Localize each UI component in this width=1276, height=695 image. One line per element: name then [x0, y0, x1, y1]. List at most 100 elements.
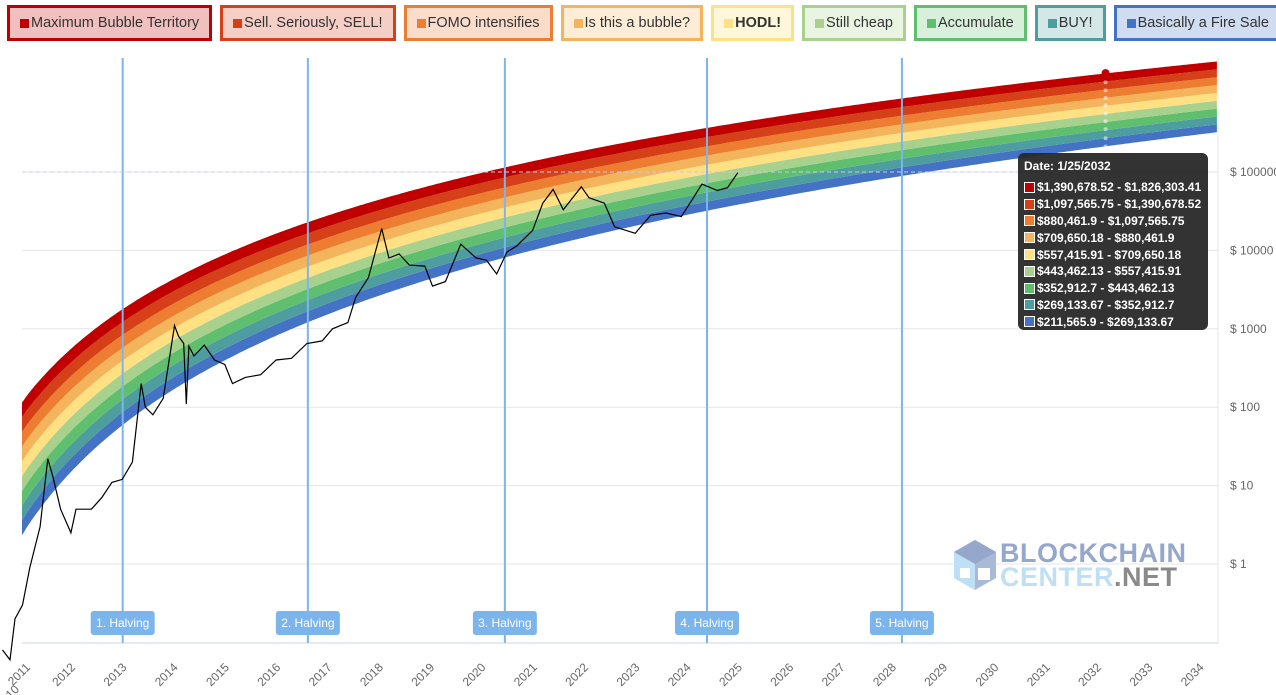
legend-swatch	[20, 18, 29, 28]
tooltip-range: $211,565.9 - $269,133.67	[1037, 314, 1174, 329]
legend-label: Sell. Seriously, SELL!	[244, 15, 383, 31]
tooltip-row: $557,415.91 - $709,650.18	[1024, 246, 1202, 263]
tooltip-row: $1,390,678.52 - $1,826,303.41	[1024, 179, 1202, 196]
x-tick-label: 2011	[5, 660, 33, 688]
tooltip-swatch	[1024, 299, 1035, 311]
x-tick-label: 2031	[1024, 660, 1053, 689]
crosshair-point	[1103, 127, 1108, 132]
halving-label-box	[472, 611, 537, 635]
legend-label: HODL!	[735, 15, 782, 31]
x-tick-label: 2012	[49, 660, 78, 689]
legend-label: Maximum Bubble Territory	[31, 15, 200, 31]
crosshair-point	[1103, 111, 1108, 116]
halving-label: 3. Halving	[478, 616, 531, 630]
legend-button-3[interactable]: Is this a bubble?	[560, 5, 704, 41]
legend-swatch	[815, 18, 825, 28]
tooltip-date: Date: 1/25/2032	[1024, 159, 1111, 173]
x-tick-label: 2019	[408, 660, 437, 689]
tooltip-row: $352,912.7 - $443,462.13	[1024, 280, 1202, 297]
x-tick-label: 2022	[562, 660, 591, 689]
x-tick-label: 2015	[203, 660, 232, 689]
crosshair-point	[1103, 88, 1108, 93]
x-tick-label: 2023	[614, 660, 643, 689]
legend-button-6[interactable]: Accumulate	[913, 5, 1027, 41]
legend-label: Still cheap	[826, 15, 893, 31]
x-tick-label: 2032	[1075, 660, 1104, 689]
btc-price-line	[2, 172, 739, 662]
logo-text-2: CENTER.NET	[1000, 564, 1178, 591]
blockchaincenter-logo: BLOCKCHAIN CENTER.NET	[952, 538, 1186, 597]
x-tick-label: 2033	[1127, 660, 1156, 689]
crosshair-point	[1103, 119, 1108, 124]
x-tick-label: 2024	[665, 660, 694, 689]
tooltip-row: $1,097,565.75 - $1,390,678.52	[1024, 196, 1202, 213]
tooltip-row: $443,462.13 - $557,415.91	[1024, 263, 1202, 280]
x-tick-label: 2034	[1178, 660, 1207, 689]
x-tick-label: 2025	[716, 660, 745, 689]
y-tick-label: $ 100	[1230, 400, 1260, 414]
legend-swatch	[1047, 18, 1057, 28]
legend-button-0[interactable]: Maximum Bubble Territory	[7, 5, 213, 41]
x-tick-label: 2017	[306, 660, 335, 689]
x-tick-label: 2018	[357, 660, 386, 689]
x-tick-label: 2028	[870, 660, 899, 689]
tooltip-range: $1,097,565.75 - $1,390,678.52	[1037, 197, 1202, 212]
tooltip-range: $269,133.67 - $352,912.7	[1037, 297, 1175, 312]
tooltip-swatch	[1024, 282, 1035, 294]
legend-swatch	[416, 18, 426, 28]
x-tick-label: 2026	[768, 660, 797, 689]
y-tick-label: $ 1000	[1230, 322, 1267, 336]
legend-label: Basically a Fire Sale	[1137, 15, 1269, 31]
crosshair-point	[1103, 136, 1108, 141]
halving-label: 4. Halving	[680, 616, 733, 630]
crosshair-point	[1103, 95, 1108, 100]
halving-label-box	[275, 611, 340, 635]
logo-text-1: BLOCKCHAIN	[1000, 538, 1187, 568]
halving-label-box	[90, 611, 155, 635]
tooltip-range: $443,462.13 - $557,415.91	[1037, 264, 1182, 279]
legend-swatch	[926, 18, 936, 28]
legend-swatch	[724, 18, 734, 28]
tooltip-range: $1,390,678.52 - $1,826,303.41	[1037, 180, 1202, 195]
halving-label-box	[869, 611, 934, 635]
x-tick-label: 2027	[819, 660, 848, 689]
legend-button-4[interactable]: HODL!	[711, 5, 795, 41]
crosshair-point	[1101, 69, 1110, 78]
legend-button-8[interactable]: Basically a Fire Sale	[1113, 5, 1276, 41]
x-tick-label: 2020	[460, 660, 489, 689]
halving-label-box	[674, 611, 739, 635]
tooltip: Date: 1/25/2032 $1,390,678.52 - $1,826,3…	[1018, 153, 1208, 330]
y-tick-label: $ 10	[1230, 479, 1254, 493]
tooltip-row: $880,461.9 - $1,097,565.75	[1024, 213, 1202, 230]
legend-button-7[interactable]: BUY!	[1034, 5, 1106, 41]
band-legend: Maximum Bubble Territory Sell. Seriously,…	[7, 5, 1276, 41]
halving-label: 1. Halving	[96, 616, 149, 630]
x-tick-label: 2016	[255, 660, 284, 689]
y-tick-label: $ 10000	[1230, 243, 1274, 257]
crosshair-point	[1103, 80, 1108, 85]
logo-text-center: CENTER	[1000, 562, 1115, 592]
halving-label: 5. Halving	[875, 616, 928, 630]
tooltip-range: $709,650.18 - $880,461.9	[1037, 230, 1175, 245]
legend-button-5[interactable]: Still cheap	[802, 5, 906, 41]
tooltip-range: $557,415.91 - $709,650.18	[1037, 247, 1182, 262]
legend-button-2[interactable]: FOMO intensifies	[403, 5, 553, 41]
halving-label: 2. Halving	[281, 616, 334, 630]
legend-swatch	[573, 18, 583, 28]
x-tick-label: 2013	[101, 660, 130, 689]
tooltip-swatch	[1024, 232, 1035, 244]
cube-logo-icon	[954, 540, 996, 590]
y-tick-label: $ 1	[1230, 557, 1247, 571]
tooltip-row: $709,650.18 - $880,461.9	[1024, 229, 1202, 246]
crosshair-point	[1103, 144, 1108, 149]
legend-button-1[interactable]: Sell. Seriously, SELL!	[220, 5, 396, 41]
x-tick-label: 2021	[511, 660, 540, 689]
legend-swatch	[1126, 18, 1136, 28]
legend-label: FOMO intensifies	[427, 15, 540, 31]
tooltip-range: $352,912.7 - $443,462.13	[1037, 281, 1175, 296]
legend-label: BUY!	[1058, 15, 1093, 31]
tooltip-row: $269,133.67 - $352,912.7	[1024, 297, 1202, 314]
legend-swatch	[233, 18, 243, 28]
tooltip-swatch	[1024, 181, 1035, 193]
